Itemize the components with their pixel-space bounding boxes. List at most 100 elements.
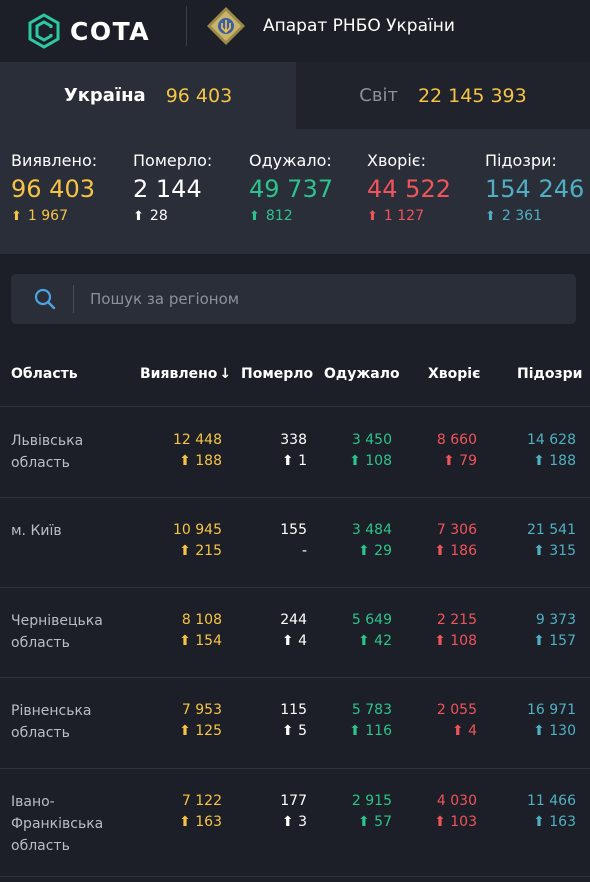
table-row[interactable]: Львівська область 12 448 ⬆ 188 338 ⬆ 1 3 4… <box>0 408 590 498</box>
stat-label: Виявлено: <box>11 151 98 170</box>
suspected-value: 9 373 <box>535 612 576 628</box>
region-name: Львівська область <box>11 433 84 471</box>
suspected-value: 21 541 <box>527 522 576 538</box>
cell-confirmed: 12 448 ⬆ 188 <box>173 430 222 469</box>
arrow-up-icon: ⬆ <box>179 723 196 739</box>
arrow-up-icon: ⬆ <box>179 453 196 469</box>
cell-deaths: 155 - <box>280 520 307 559</box>
arrow-up-icon: ⬆ <box>249 208 260 224</box>
arrow-up-icon: ⬆ <box>533 543 550 559</box>
suspected-delta: ⬆ 157 <box>533 633 576 649</box>
arrow-up-icon: ⬆ <box>281 453 299 469</box>
column-confirmed[interactable]: Виявлено ↓ <box>140 366 231 382</box>
arrow-up-icon: ⬆ <box>357 633 375 649</box>
recovered-value: 5 649 <box>351 612 392 628</box>
suspected-delta: ⬆ 315 <box>527 543 576 559</box>
column-region: Область <box>11 366 78 382</box>
confirmed-delta-value: 163 <box>195 814 222 830</box>
stat-delta-value: 2 361 <box>501 208 542 224</box>
deaths-delta: ⬆ 3 <box>280 814 307 830</box>
confirmed-delta: ⬆ 125 <box>179 723 222 739</box>
scope-tabs: Україна 96 403 Світ 22 145 393 <box>0 62 590 129</box>
cell-suspected: 14 628 ⬆ 188 <box>527 430 576 469</box>
rnbo-emblem-icon <box>207 7 245 45</box>
cell-sick: 4 030 ⬆ 103 <box>434 791 477 830</box>
deaths-delta: ⬆ 5 <box>280 723 307 739</box>
cell-recovered: 3 450 ⬆ 108 <box>349 430 392 469</box>
confirmed-delta-value: 125 <box>195 723 222 739</box>
region-name: Івано-Франківська область <box>11 794 104 854</box>
rnbo-link[interactable]: Апарат РНБО України <box>206 6 455 46</box>
recovered-value: 3 450 <box>351 432 392 448</box>
column-deaths[interactable]: Померло <box>241 366 314 382</box>
recovered-delta-value: 108 <box>365 453 392 469</box>
arrow-up-icon: ⬆ <box>442 453 460 469</box>
sick-delta: ⬆ 186 <box>434 543 477 559</box>
arrow-up-icon: ⬆ <box>533 633 550 649</box>
deaths-delta-value: - <box>301 543 307 559</box>
arrow-up-icon: ⬆ <box>11 208 22 224</box>
cota-logo-icon <box>28 13 60 49</box>
arrow-up-icon: ⬆ <box>367 208 378 224</box>
cell-sick: 7 306 ⬆ 186 <box>434 520 477 559</box>
stat-delta: ⬆ 2 361 <box>485 208 584 224</box>
suspected-delta-value: 163 <box>549 814 576 830</box>
region-name: Чернівецька область <box>11 613 103 651</box>
arrow-up-icon: ⬆ <box>451 723 469 739</box>
region-name: м. Київ <box>11 523 62 539</box>
stat-label: Померло: <box>133 151 213 170</box>
search-icon[interactable] <box>34 288 56 310</box>
confirmed-delta: ⬆ 188 <box>173 453 222 469</box>
confirmed-value: 10 945 <box>173 522 222 538</box>
sick-delta-value: 103 <box>450 814 477 830</box>
cota-logo[interactable]: COTA <box>26 13 150 49</box>
cell-confirmed: 8 108 ⬆ 154 <box>179 610 222 649</box>
sick-value: 4 030 <box>436 793 477 809</box>
recovered-delta-value: 57 <box>374 814 392 830</box>
column-recovered[interactable]: Одужало <box>324 366 400 382</box>
app-header: COTA Апарат РНБО України <box>0 0 590 62</box>
stat-delta: ⬆ 812 <box>249 208 333 224</box>
tab-world[interactable]: Світ 22 145 393 <box>296 62 590 129</box>
stat-value: 49 737 <box>249 175 333 203</box>
deaths-value: 115 <box>280 702 307 718</box>
arrow-up-icon: ⬆ <box>179 814 196 830</box>
arrow-up-icon: ⬆ <box>281 723 299 739</box>
search-input[interactable] <box>90 290 550 308</box>
recovered-delta: ⬆ 116 <box>349 723 392 739</box>
arrow-up-icon: ⬆ <box>485 208 496 224</box>
table-row[interactable]: Рівненська область 7 953 ⬆ 125 115 ⬆ 5 5 7… <box>0 678 590 769</box>
stat-label: Одужало: <box>249 151 332 170</box>
tab-world-label: Світ <box>359 85 398 106</box>
cell-deaths: 115 ⬆ 5 <box>280 700 307 739</box>
confirmed-delta-value: 154 <box>195 633 222 649</box>
column-suspected[interactable]: Підозри <box>517 366 583 382</box>
tab-ukraine-label: Україна <box>63 85 146 106</box>
deaths-delta: ⬆ 1 <box>280 453 307 469</box>
stat-value: 96 403 <box>11 175 95 203</box>
arrow-up-icon: ⬆ <box>349 723 366 739</box>
recovered-delta: ⬆ 42 <box>352 633 392 649</box>
sick-delta-value: 4 <box>468 723 477 739</box>
cell-recovered: 5 783 ⬆ 116 <box>349 700 392 739</box>
tab-ukraine[interactable]: Україна 96 403 <box>0 62 296 129</box>
suspected-value: 16 971 <box>527 702 576 718</box>
suspected-delta: ⬆ 130 <box>527 723 576 739</box>
deaths-value: 177 <box>280 793 307 809</box>
column-sick[interactable]: Хворіє <box>428 366 481 382</box>
cell-sick: 8 660 ⬆ 79 <box>437 430 477 469</box>
cell-recovered: 2 915 ⬆ 57 <box>352 791 392 830</box>
table-row[interactable]: м. Київ 10 945 ⬆ 215 155 - 3 484 ⬆ 29 7 306… <box>0 498 590 588</box>
header-divider <box>186 6 187 46</box>
sick-value: 2 215 <box>436 612 477 628</box>
cell-sick: 2 215 ⬆ 108 <box>434 610 477 649</box>
table-row[interactable]: Чернівецька область 8 108 ⬆ 154 244 ⬆ 4 5 … <box>0 588 590 678</box>
cell-suspected: 11 466 ⬆ 163 <box>527 791 576 830</box>
arrow-up-icon: ⬆ <box>533 453 550 469</box>
cell-confirmed: 7 953 ⬆ 125 <box>179 700 222 739</box>
recovered-delta: ⬆ 29 <box>352 543 392 559</box>
sick-value: 7 306 <box>436 522 477 538</box>
table-row[interactable]: Івано-Франківська область 7 122 ⬆ 163 177… <box>0 769 590 877</box>
deaths-delta-value: 4 <box>298 633 307 649</box>
suspected-delta-value: 130 <box>549 723 576 739</box>
